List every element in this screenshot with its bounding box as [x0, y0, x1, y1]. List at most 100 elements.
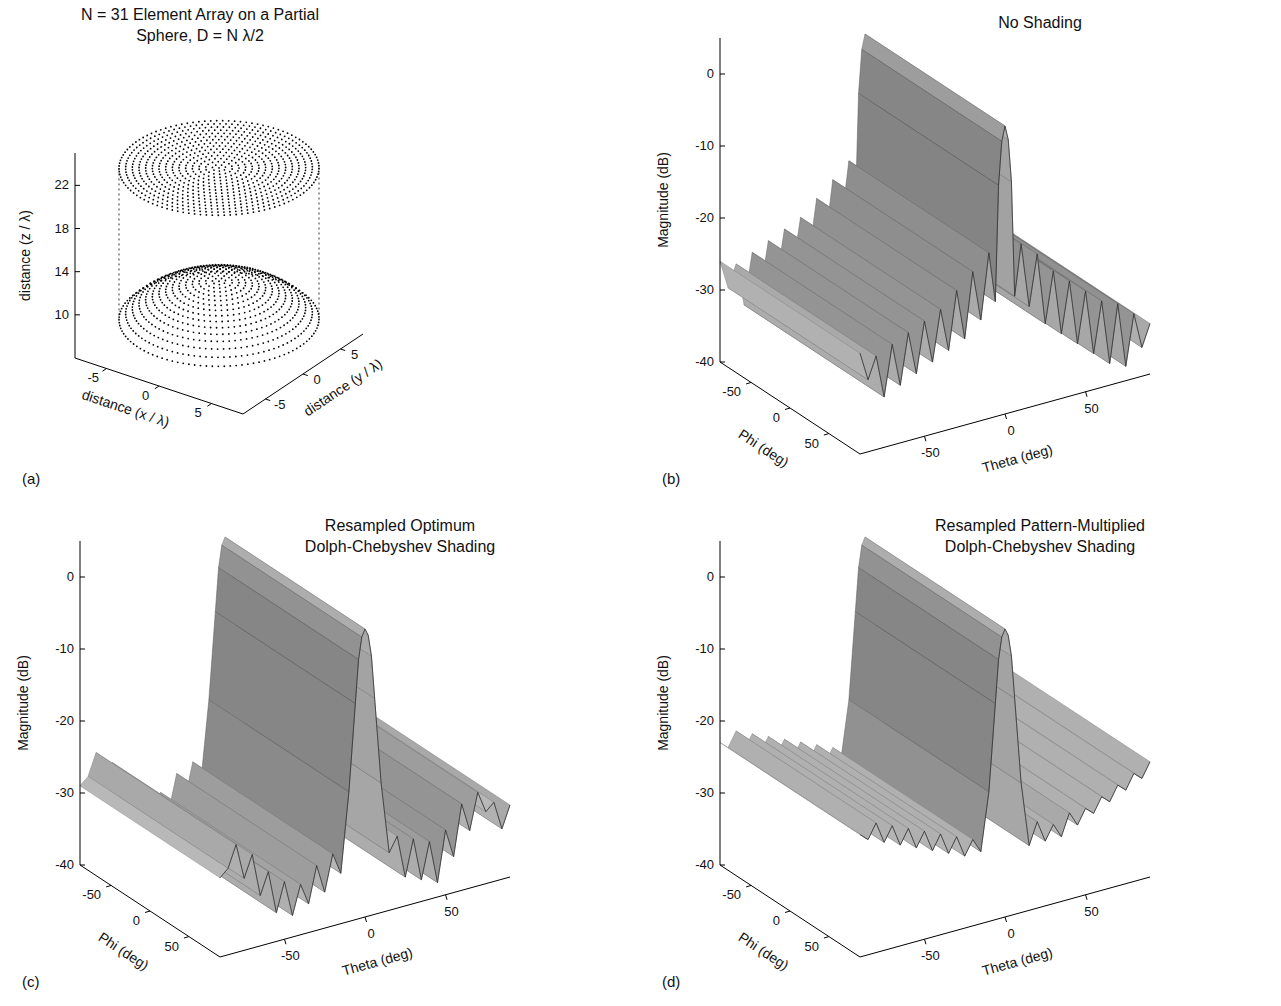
element-dot — [166, 307, 168, 309]
panel-letter: (c) — [22, 973, 40, 990]
element-dot — [252, 182, 254, 184]
element-dot — [267, 273, 269, 275]
element-dot — [284, 284, 286, 286]
element-dot — [118, 165, 120, 167]
element-dot — [171, 273, 173, 275]
element-dot — [276, 329, 278, 331]
element-dot — [149, 332, 151, 334]
element-dot — [204, 161, 206, 163]
element-dot — [132, 185, 134, 187]
element-dot — [263, 172, 265, 174]
element-dot — [182, 353, 184, 355]
element-dot — [171, 287, 173, 289]
element-dot — [256, 197, 258, 199]
element-dot — [304, 301, 306, 303]
z-tick-label: -20 — [695, 713, 714, 728]
element-dot — [179, 127, 181, 129]
element-dot — [168, 142, 170, 144]
element-dot — [174, 295, 176, 297]
element-dot — [303, 175, 305, 177]
element-dot — [295, 288, 297, 290]
element-dot — [215, 142, 217, 144]
element-dot — [309, 338, 311, 340]
element-dot — [133, 192, 135, 194]
element-dot — [188, 298, 190, 300]
element-dot — [182, 197, 184, 199]
element-dot — [241, 148, 243, 150]
element-dot — [266, 325, 268, 327]
element-dot — [130, 327, 132, 329]
element-dot — [289, 191, 291, 193]
element-dot — [207, 277, 209, 279]
element-dot — [211, 264, 213, 266]
element-dot — [191, 149, 193, 151]
cap-ring — [178, 267, 260, 307]
element-dot — [203, 308, 205, 310]
element-dot — [171, 166, 173, 168]
element-dot — [214, 295, 216, 297]
element-dot — [265, 272, 267, 274]
title-line: Sphere, D = N λ/2 — [136, 27, 264, 44]
element-dot — [228, 155, 230, 157]
title-line: No Shading — [998, 14, 1082, 31]
element-dot — [290, 195, 292, 197]
element-dot — [301, 147, 303, 149]
element-dot — [311, 317, 313, 319]
title-line: Resampled Optimum — [325, 517, 475, 534]
element-dot — [126, 319, 128, 321]
element-dot — [220, 300, 222, 302]
element-dot — [139, 308, 141, 310]
element-dot — [265, 166, 267, 168]
element-dot — [297, 150, 299, 152]
element-dot — [141, 294, 143, 296]
element-dot — [277, 280, 279, 282]
element-dot — [136, 180, 138, 182]
element-dot — [278, 187, 280, 189]
element-dot — [192, 273, 194, 275]
element-dot — [162, 330, 164, 332]
element-dot — [170, 277, 172, 279]
element-dot — [261, 279, 263, 281]
element-dot — [209, 189, 211, 191]
element-dot — [188, 209, 190, 211]
element-dot — [156, 285, 158, 287]
element-dot — [180, 280, 182, 282]
element-dot — [238, 130, 240, 132]
element-dot — [281, 185, 283, 187]
element-dot — [299, 345, 301, 347]
element-dot — [225, 166, 227, 168]
element-dot — [235, 356, 237, 358]
element-dot — [213, 176, 215, 178]
element-dot — [234, 120, 236, 122]
element-dot — [198, 197, 200, 199]
element-dot — [290, 340, 292, 342]
element-dot — [285, 298, 287, 300]
element-dot — [155, 282, 157, 284]
element-dot — [156, 157, 158, 159]
element-dot — [300, 153, 302, 155]
element-dot — [237, 297, 239, 299]
element-dot — [310, 299, 312, 301]
element-dot — [164, 186, 166, 188]
element-dot — [152, 354, 154, 356]
element-dot — [243, 131, 245, 133]
element-dot — [228, 271, 230, 273]
element-dot — [227, 189, 229, 191]
element-dot — [265, 287, 267, 289]
element-dot — [272, 135, 274, 137]
element-dot — [231, 274, 233, 276]
element-dot — [198, 272, 200, 274]
plane-ring — [145, 132, 293, 203]
element-dot — [177, 196, 179, 198]
element-dot — [285, 141, 287, 143]
element-dot — [143, 188, 145, 190]
element-dot — [247, 209, 249, 211]
element-dot — [301, 296, 303, 298]
element-dot — [235, 133, 237, 135]
element-dot — [158, 279, 160, 281]
element-dot — [185, 296, 187, 298]
element-dot — [211, 356, 213, 358]
element-dot — [281, 195, 283, 197]
element-dot — [189, 159, 191, 161]
element-dot — [217, 348, 219, 350]
